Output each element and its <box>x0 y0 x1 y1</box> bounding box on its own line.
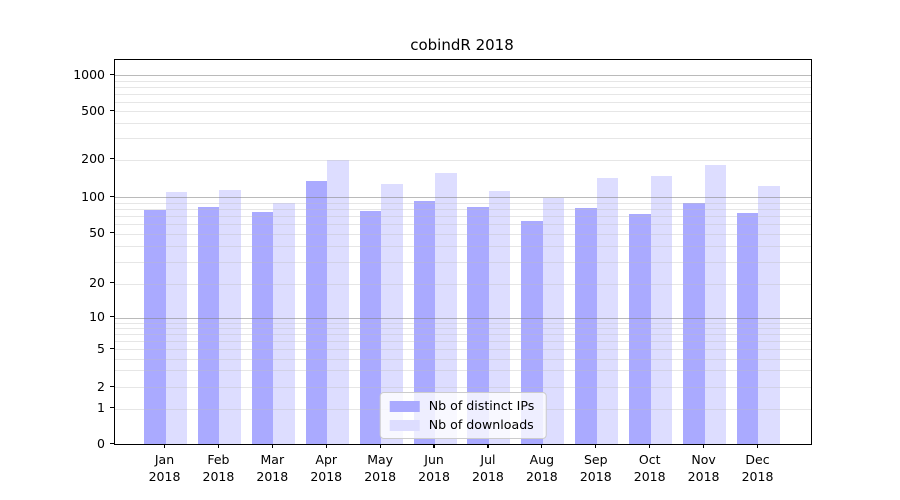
y-tick-label-5: 5 <box>97 340 105 356</box>
x-tick-mark-feb <box>217 444 219 448</box>
bar-nb-of-downloads-nov <box>704 165 727 444</box>
bar-nb-of-distinct-ips-jan <box>144 210 166 444</box>
y-tick-mark-100 <box>110 195 114 197</box>
legend-label: Nb of distinct IPs <box>428 398 535 413</box>
bar-group-mar <box>251 203 295 444</box>
x-tick-label-dec: Dec 2018 <box>741 452 774 484</box>
bar-group-apr <box>305 159 349 444</box>
y-tick-label-1: 1 <box>97 400 105 416</box>
y-tick-label-500: 500 <box>81 102 105 118</box>
x-tick-label-mar: Mar 2018 <box>256 452 289 484</box>
bar-nb-of-distinct-ips-oct <box>629 213 651 444</box>
bar-nb-of-distinct-ips-feb <box>197 206 220 444</box>
plot-area: Nb of distinct IPs Nb of downloads <box>114 59 812 445</box>
bar-group-oct <box>629 175 673 444</box>
bar-group-jan <box>144 191 187 444</box>
y-tick-label-100: 100 <box>81 188 105 204</box>
x-tick-mark-mar <box>271 444 273 448</box>
bar-nb-of-downloads-jul <box>488 190 511 444</box>
y-tick-mark-2 <box>110 385 114 387</box>
y-tick-label-2: 2 <box>97 378 105 394</box>
y-tick-mark-10 <box>110 316 114 318</box>
y-tick-label-20: 20 <box>89 275 105 291</box>
bar-nb-of-downloads-mar <box>273 203 295 444</box>
x-tick-label-oct: Oct 2018 <box>633 452 666 484</box>
chart-title: cobindR 2018 <box>410 36 514 54</box>
x-tick-label-apr: Apr 2018 <box>310 452 343 484</box>
x-tick-label-jan: Jan 2018 <box>148 452 181 484</box>
y-tick-mark-20 <box>110 282 114 284</box>
y-tick-mark-1000 <box>110 73 114 75</box>
x-tick-label-nov: Nov 2018 <box>687 452 720 484</box>
bar-group-aug <box>521 197 565 444</box>
x-tick-mark-may <box>379 444 381 448</box>
x-tick-label-jun: Jun 2018 <box>418 452 450 484</box>
bar-nb-of-distinct-ips-jul <box>467 206 489 444</box>
bar-nb-of-distinct-ips-may <box>359 210 382 444</box>
bar-group-may <box>359 183 403 444</box>
y-tick-mark-50 <box>110 232 114 234</box>
y-tick-mark-200 <box>110 158 114 160</box>
x-tick-mark-jul <box>487 444 489 448</box>
x-tick-label-may: May 2018 <box>364 452 397 484</box>
y-tick-label-200: 200 <box>81 151 105 167</box>
y-tick-label-1000: 1000 <box>73 66 105 82</box>
bar-group-dec <box>736 185 780 444</box>
bar-nb-of-distinct-ips-aug <box>521 220 543 444</box>
x-tick-mark-sep <box>595 444 597 448</box>
x-tick-mark-dec <box>756 444 759 448</box>
y-tick-mark-5 <box>110 347 114 349</box>
x-tick-mark-nov <box>702 444 705 448</box>
legend-row-1: Nb of downloads <box>389 417 535 432</box>
bar-nb-of-distinct-ips-dec <box>736 212 759 444</box>
bar-nb-of-downloads-dec <box>758 185 780 444</box>
bar-nb-of-distinct-ips-nov <box>683 203 705 444</box>
legend-label: Nb of downloads <box>428 417 534 432</box>
y-tick-mark-1 <box>110 407 114 409</box>
legend-swatch-icon <box>389 400 420 412</box>
bars-container <box>115 60 811 444</box>
y-tick-mark-500 <box>110 109 114 111</box>
bar-nb-of-downloads-sep <box>596 178 619 444</box>
bar-nb-of-downloads-apr <box>327 159 349 444</box>
bar-nb-of-distinct-ips-jun <box>413 200 436 444</box>
x-tick-mark-oct <box>649 444 651 448</box>
y-tick-label-0: 0 <box>97 435 105 451</box>
x-tick-label-sep: Sep 2018 <box>579 452 612 484</box>
bar-group-jul <box>467 190 511 444</box>
bar-nb-of-downloads-oct <box>650 175 673 444</box>
legend-swatch-icon <box>389 419 420 431</box>
x-tick-label-feb: Feb 2018 <box>202 452 235 484</box>
bar-nb-of-downloads-jan <box>165 191 187 444</box>
bar-nb-of-distinct-ips-apr <box>305 180 328 444</box>
bar-nb-of-downloads-jun <box>435 173 457 444</box>
bar-nb-of-distinct-ips-mar <box>251 212 274 444</box>
bar-nb-of-downloads-feb <box>219 189 241 444</box>
y-tick-mark-0 <box>110 442 114 444</box>
x-tick-mark-jan <box>163 444 166 448</box>
x-tick-label-aug: Aug 2018 <box>525 452 558 484</box>
bar-group-nov <box>683 165 727 444</box>
x-tick-mark-jun <box>433 444 435 448</box>
bar-group-feb <box>197 189 241 444</box>
bar-group-sep <box>575 178 619 444</box>
legend: Nb of distinct IPs Nb of downloads <box>379 392 547 439</box>
bar-group-jun <box>413 173 457 444</box>
y-tick-label-10: 10 <box>89 309 105 325</box>
bar-nb-of-distinct-ips-sep <box>575 208 597 444</box>
bar-nb-of-downloads-aug <box>542 197 565 444</box>
x-tick-mark-apr <box>325 444 327 448</box>
y-tick-label-50: 50 <box>89 225 105 241</box>
x-tick-label-jul: Jul 2018 <box>472 452 504 484</box>
bar-nb-of-downloads-may <box>381 183 403 444</box>
legend-row-0: Nb of distinct IPs <box>389 398 535 413</box>
x-tick-mark-aug <box>541 444 543 448</box>
